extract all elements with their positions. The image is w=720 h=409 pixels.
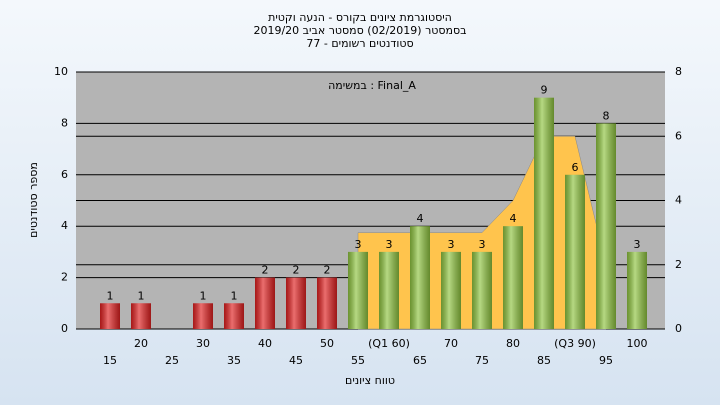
- bar-shade: [348, 251, 368, 329]
- y-tick-label: 10: [54, 65, 68, 78]
- bar-shade: [131, 303, 151, 329]
- x-tick-label: (Q3 90): [554, 337, 596, 350]
- x-tick-label: 20: [134, 337, 148, 350]
- bar-shade: [379, 251, 399, 329]
- data-label: 8: [603, 109, 610, 122]
- data-label: 4: [510, 212, 517, 225]
- x-tick-label: 70: [444, 337, 458, 350]
- x-tick-label: 45: [289, 354, 303, 367]
- y-axis-label: מספר סטודנטים: [27, 162, 40, 238]
- y-tick-label: 4: [61, 219, 68, 232]
- bar-shade: [317, 277, 337, 329]
- bar-shade: [472, 251, 492, 329]
- x-tick-label: (Q1 60): [368, 337, 410, 350]
- x-axis-label: טווח ציונים: [345, 374, 395, 387]
- x-tick-label: 15: [103, 354, 117, 367]
- bar-shade: [627, 251, 647, 329]
- y-tick-label: 8: [61, 116, 68, 129]
- bar-shade: [596, 123, 616, 330]
- annotation: במשימה : Final_A: [328, 79, 416, 92]
- x-tick-label: 35: [227, 354, 241, 367]
- x-tick-label: 75: [475, 354, 489, 367]
- bar-shade: [100, 303, 120, 329]
- data-label: 3: [448, 238, 455, 251]
- y-tick-label: 6: [61, 168, 68, 181]
- data-label: 2: [324, 264, 331, 277]
- y2-tick-label: 6: [675, 129, 682, 142]
- bar-shade: [224, 303, 244, 329]
- data-label: 3: [634, 238, 641, 251]
- x-tick-label: 80: [506, 337, 520, 350]
- y-tick-label: 0: [61, 322, 68, 335]
- y2-tick-label: 0: [675, 322, 682, 335]
- y2-tick-label: 8: [675, 65, 682, 78]
- data-label: 3: [479, 238, 486, 251]
- data-label: 6: [572, 161, 579, 174]
- y2-tick-label: 4: [675, 194, 682, 207]
- data-label: 1: [107, 289, 114, 302]
- data-label: 2: [293, 264, 300, 277]
- x-tick-label: 85: [537, 354, 551, 367]
- data-label: 1: [231, 289, 238, 302]
- x-tick-label: 65: [413, 354, 427, 367]
- data-label: 9: [541, 84, 548, 97]
- bar-shade: [503, 226, 523, 329]
- bar-shade: [410, 226, 430, 329]
- data-label: 1: [200, 289, 207, 302]
- x-tick-label: 30: [196, 337, 210, 350]
- x-tick-label: 100: [627, 337, 648, 350]
- bar-shade: [286, 277, 306, 329]
- data-label: 4: [417, 212, 424, 225]
- bar-shade: [441, 251, 461, 329]
- x-tick-label: 95: [599, 354, 613, 367]
- y2-tick-label: 2: [675, 258, 682, 271]
- chart-title: היסטוגרמת ציונים בקורס - הנעה וקטית: [268, 11, 452, 24]
- bar-shade: [534, 97, 554, 329]
- chart-subtitle: בסמסטר (02/2019) סמסטר אביב 2019/20: [253, 24, 466, 37]
- x-tick-label: 55: [351, 354, 365, 367]
- data-label: 3: [355, 238, 362, 251]
- chart-subtitle: סטודנטים רשומים - 77: [306, 37, 413, 50]
- data-label: 3: [386, 238, 393, 251]
- x-tick-label: 50: [320, 337, 334, 350]
- bar-shade: [565, 174, 585, 329]
- data-label: 1: [138, 289, 145, 302]
- y-tick-label: 2: [61, 271, 68, 284]
- data-label: 2: [262, 264, 269, 277]
- x-tick-label: 25: [165, 354, 179, 367]
- x-tick-label: 40: [258, 337, 272, 350]
- bar-shade: [255, 277, 275, 329]
- bar-shade: [193, 303, 213, 329]
